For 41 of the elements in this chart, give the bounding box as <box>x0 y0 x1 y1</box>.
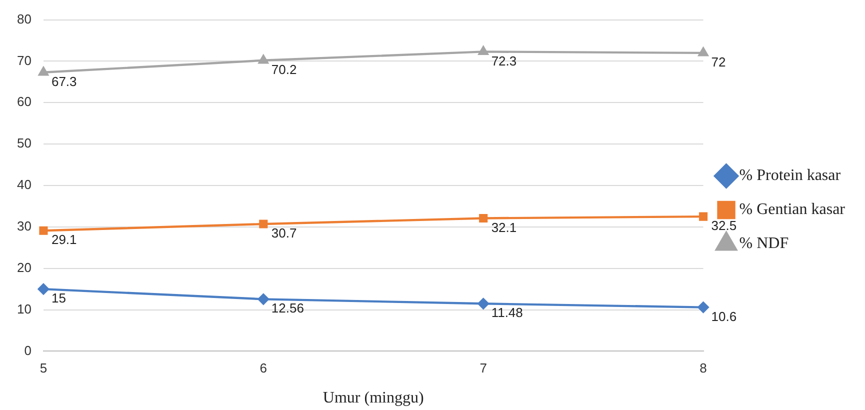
y-tick-label: 60 <box>16 94 32 110</box>
x-tick-label: 6 <box>260 360 268 376</box>
point <box>478 46 488 56</box>
y-tick-label: 10 <box>16 301 32 316</box>
x-tick-label: 7 <box>480 360 487 376</box>
point <box>38 283 50 295</box>
point <box>258 54 268 64</box>
y-tick-label: 80 <box>16 11 32 26</box>
y-tick-label: 0 <box>24 342 32 358</box>
point <box>38 66 48 76</box>
y-tick-label: 70 <box>16 52 32 68</box>
data-label: 32.1 <box>491 220 517 235</box>
y-tick-label: 20 <box>16 260 32 275</box>
point <box>479 214 488 223</box>
data-label: 72.3 <box>491 53 517 68</box>
legend-label: % Gentian kasar <box>739 201 846 218</box>
legend-label: % NDF <box>739 235 789 252</box>
data-label: 12.56 <box>271 300 304 316</box>
data-label: 15 <box>51 290 66 306</box>
y-tick-label: 50 <box>16 136 32 151</box>
data-label: 72 <box>711 54 726 70</box>
y-tick-label: 30 <box>16 218 32 234</box>
x-axis-title: Umur (minggu) <box>322 390 424 407</box>
point <box>698 47 708 56</box>
point <box>39 226 48 235</box>
data-label: 30.7 <box>271 226 297 241</box>
data-label: 70.2 <box>271 62 297 77</box>
data-label: 32.5 <box>711 218 737 234</box>
x-tick-label: 5 <box>40 360 48 376</box>
point <box>698 212 708 221</box>
data-label: 11.48 <box>491 305 523 320</box>
point <box>478 298 489 310</box>
point <box>259 220 268 228</box>
y-tick-label: 40 <box>16 177 32 192</box>
point <box>698 302 709 313</box>
data-label: 29.1 <box>51 232 77 248</box>
point <box>258 294 269 305</box>
x-tick-label: 8 <box>700 360 707 376</box>
legend-label: % Protein kasar <box>739 167 842 184</box>
data-label: 67.3 <box>51 74 77 89</box>
data-label: 10.6 <box>711 308 737 324</box>
